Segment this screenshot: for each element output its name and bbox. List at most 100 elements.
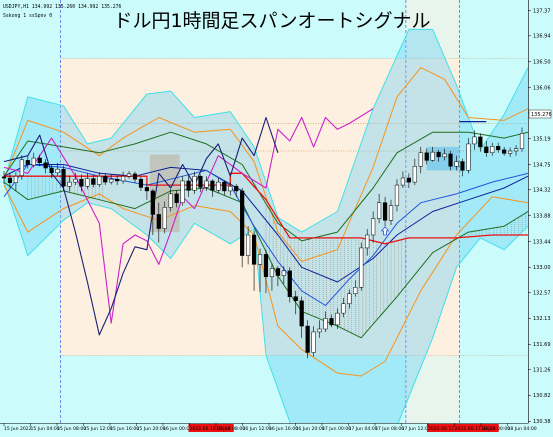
- candle-body: [323, 318, 328, 330]
- time-tick-label: 16 Jun 16:00: [269, 426, 298, 432]
- indicator-line-6: [3, 164, 528, 283]
- price-tick-label: 133.00: [533, 265, 551, 271]
- indicator-line-8: [4, 172, 528, 245]
- candle-body: [49, 167, 54, 173]
- candle-body: [79, 178, 84, 187]
- price-tick-label: 132.13: [533, 316, 551, 322]
- candle-body: [85, 178, 90, 187]
- candle-body: [240, 190, 245, 256]
- candle-body: [186, 180, 191, 191]
- symbol-info: USDJPY,H1 134.992 135.260 134.992 135.27…: [3, 4, 122, 10]
- candle-body: [115, 178, 120, 182]
- candle-body: [448, 153, 453, 167]
- candle-body: [406, 177, 411, 183]
- candle-body: [442, 153, 447, 158]
- candle-body: [436, 151, 441, 158]
- current-price-tag: [528, 109, 552, 119]
- candle-body: [269, 268, 275, 277]
- time-tick-label: 2022.06.17 23:00: [455, 426, 496, 432]
- time-tick-label: 16 Jun 00:00: [163, 426, 192, 432]
- candle-body: [281, 270, 286, 276]
- time-tick-label: 17 Jun 08:00: [375, 426, 404, 432]
- candle-body: [246, 234, 251, 256]
- candle-body: [251, 234, 257, 265]
- candle-body: [91, 178, 96, 185]
- candle-body: [138, 178, 144, 188]
- price-tick-label: 137.37: [533, 8, 551, 14]
- time-tick-label: 18 Jun 04:00: [508, 426, 537, 432]
- candle-body: [454, 161, 459, 167]
- price-tick-label: 130.38: [533, 419, 551, 425]
- candle-body: [180, 180, 185, 203]
- candle-body: [329, 318, 334, 326]
- indicator-line-0: [3, 28, 528, 233]
- candle-body: [13, 176, 19, 183]
- candle-body: [1, 176, 7, 179]
- candle-body: [472, 136, 477, 145]
- price-tick-label: 134.75: [533, 162, 551, 168]
- candle-body: [371, 218, 376, 236]
- price-tick-label: 136.94: [533, 34, 551, 40]
- candle-body: [73, 178, 78, 183]
- buy-signal-arrow: [380, 226, 390, 236]
- candle-body: [412, 166, 417, 183]
- candle-body: [418, 152, 423, 167]
- candle-body: [388, 205, 394, 221]
- candle-body: [174, 193, 179, 203]
- time-tick-label: 17 Jun 00:00: [322, 426, 351, 432]
- candle-body: [67, 181, 72, 187]
- candle-body: [305, 325, 310, 353]
- candle-body: [7, 177, 13, 183]
- time-highlight: [188, 424, 234, 432]
- candle-body: [299, 300, 304, 327]
- candle-body: [400, 177, 406, 186]
- price-tick-label: 134.32: [533, 188, 551, 194]
- candle-body: [275, 268, 280, 276]
- time-tick-label: 18 Jun 00:00: [481, 426, 510, 432]
- price-tick-label: 132.57: [533, 290, 551, 296]
- time-highlight: [453, 424, 499, 432]
- candle-body: [150, 190, 155, 215]
- candle-body: [37, 157, 42, 163]
- candle-body: [43, 162, 48, 169]
- indicator-lines: [3, 28, 528, 423]
- price-tick-label: 131.26: [533, 367, 551, 373]
- candle-body: [162, 207, 167, 229]
- candle-body: [341, 303, 346, 314]
- candle-body: [192, 176, 197, 191]
- time-tick-label: 2022.06.16 04:00: [190, 426, 231, 432]
- indicator-info: Sskong 1 ssSpnv 0: [3, 13, 52, 19]
- time-tick-label: 15 Jun 12:00: [84, 426, 113, 432]
- time-tick-label: 15 Jun 16:00: [110, 426, 139, 432]
- time-highlight: [427, 424, 473, 432]
- time-tick-label: 17 Jun 12:00: [402, 426, 431, 432]
- candle-body: [198, 176, 203, 188]
- candle-body: [19, 159, 24, 176]
- candle-body: [490, 146, 495, 154]
- price-tick-label: 136.06: [533, 85, 551, 91]
- candle-body: [120, 176, 126, 182]
- candle-body: [496, 146, 501, 151]
- indicator-line-4: [3, 131, 528, 242]
- candle-body: [359, 247, 364, 288]
- current-price-label: 135.276: [531, 112, 552, 118]
- candle-body: [168, 193, 173, 208]
- candle-body: [156, 214, 161, 229]
- candle-body: [377, 202, 382, 219]
- price-tick-label: 131.69: [533, 342, 551, 348]
- price-tick-label: 130.82: [533, 393, 551, 399]
- candle-body: [293, 296, 298, 302]
- candle-body: [287, 270, 292, 297]
- time-tick-label: 17 Jun 04:00: [349, 426, 378, 432]
- candle-body: [484, 146, 489, 153]
- candle-body: [317, 328, 322, 333]
- candle-body: [519, 133, 525, 149]
- indicator-line-9: [3, 108, 374, 324]
- price-axis: 137.37136.94136.50136.06135.63135.19134.…: [528, 8, 551, 425]
- price-tick-label: 133.44: [533, 239, 551, 245]
- candle-body: [394, 184, 400, 206]
- candle-body: [311, 331, 316, 353]
- candle-body: [382, 202, 388, 221]
- candle-body: [132, 173, 138, 180]
